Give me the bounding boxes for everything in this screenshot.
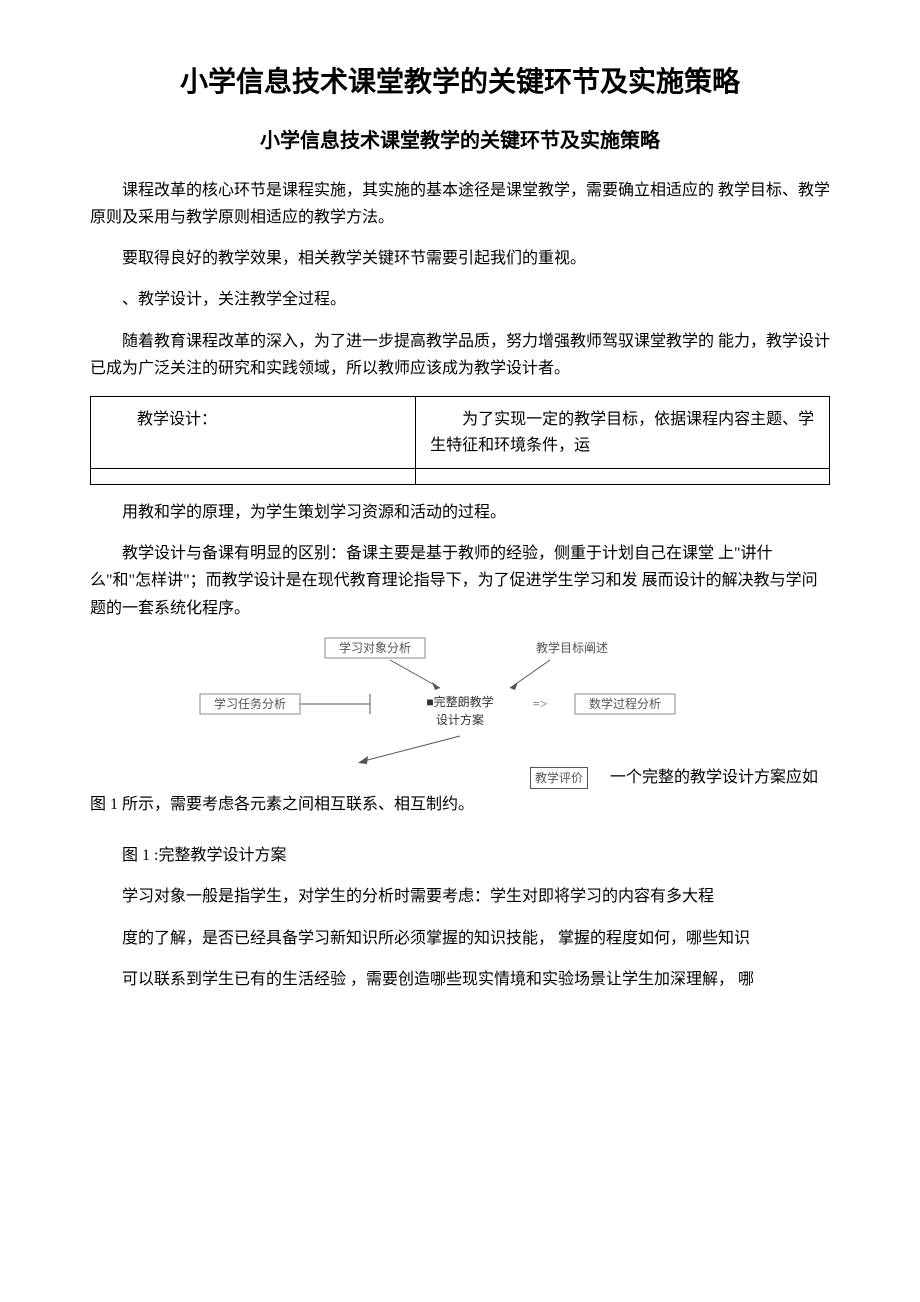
diagram-arrow-icon: => xyxy=(533,696,548,711)
paragraph-6: 教学设计与备课有明显的区别：备课主要是基于教师的经验，侧重于计划自己在课堂 上"… xyxy=(90,540,830,622)
table-cell-right: 为了实现一定的教学目标，依据课程内容主题、学生特征和环境条件，运 xyxy=(416,396,830,468)
page-title: 小学信息技术课堂教学的关键环节及实施策略 xyxy=(90,60,830,105)
table-empty-cell xyxy=(91,469,416,485)
paragraph-4: 随着教育课程改革的深入，为了进一步提高教学品质，努力增强教师驾驭课堂教学的 能力… xyxy=(90,328,830,382)
paragraph-1: 课程改革的核心环节是课程实施，其实施的基本途径是课堂教学，需要确立相适应的 教学… xyxy=(90,177,830,231)
definition-table: 教学设计： 为了实现一定的教学目标，依据课程内容主题、学生特征和环境条件，运 xyxy=(90,396,830,485)
paragraph-5: 用教和学的原理，为学生策划学习资源和活动的过程。 xyxy=(90,499,830,526)
table-row: 教学设计： 为了实现一定的教学目标，依据课程内容主题、学生特征和环境条件，运 xyxy=(91,396,830,468)
diagram-eval-box: 教学评价 xyxy=(530,767,588,789)
table-empty-cell xyxy=(416,469,830,485)
table-row xyxy=(91,469,830,485)
diagram-label-right: 数学过程分析 xyxy=(589,696,661,711)
table-cell-left: 教学设计： xyxy=(91,396,416,468)
page-subtitle: 小学信息技术课堂教学的关键环节及实施策略 xyxy=(90,125,830,157)
figure-caption: 图 1 :完整教学设计方案 xyxy=(90,842,830,869)
paragraph-11: 可以联系到学生已有的生活经验 ，需要创造哪些现实情境和实验场景让学生加深理解， … xyxy=(90,966,830,993)
diagram-label-top-right: 教学目标阐述 xyxy=(536,640,608,655)
diagram-label-left: 学习任务分析 xyxy=(214,696,286,711)
diagram-label-center1: ■完整朗教学 xyxy=(426,694,493,709)
diagram-label-top-left: 学习对象分析 xyxy=(339,640,411,655)
diagram-label-center2: 设计方案 xyxy=(436,712,484,727)
paragraph-9: 学习对象一般是指学生，对学生的分析时需要考虑：学生对即将学习的内容有多大程 xyxy=(90,883,830,910)
design-diagram: 学习对象分析 教学目标阐述 学习任务分析 ■完整朗教学 设计方案 => 数学过程… xyxy=(90,636,830,766)
paragraph-3: 、教学设计，关注教学全过程。 xyxy=(90,286,830,313)
diagram-svg: 学习对象分析 教学目标阐述 学习任务分析 ■完整朗教学 设计方案 => 数学过程… xyxy=(180,636,740,766)
paragraph-2: 要取得良好的教学效果，相关教学关键环节需要引起我们的重视。 xyxy=(90,245,830,272)
paragraph-7-inline: 一个完整的教学设计方案应如图 1 所示，需要考虑各元素之间相互联系、相互制约。 xyxy=(90,769,818,813)
diagram-caption-row: 教学评价 一个完整的教学设计方案应如图 1 所示，需要考虑各元素之间相互联系、相… xyxy=(90,764,830,818)
paragraph-10: 度的了解，是否已经具备学习新知识所必须掌握的知识技能， 掌握的程度如何，哪些知识 xyxy=(90,925,830,952)
